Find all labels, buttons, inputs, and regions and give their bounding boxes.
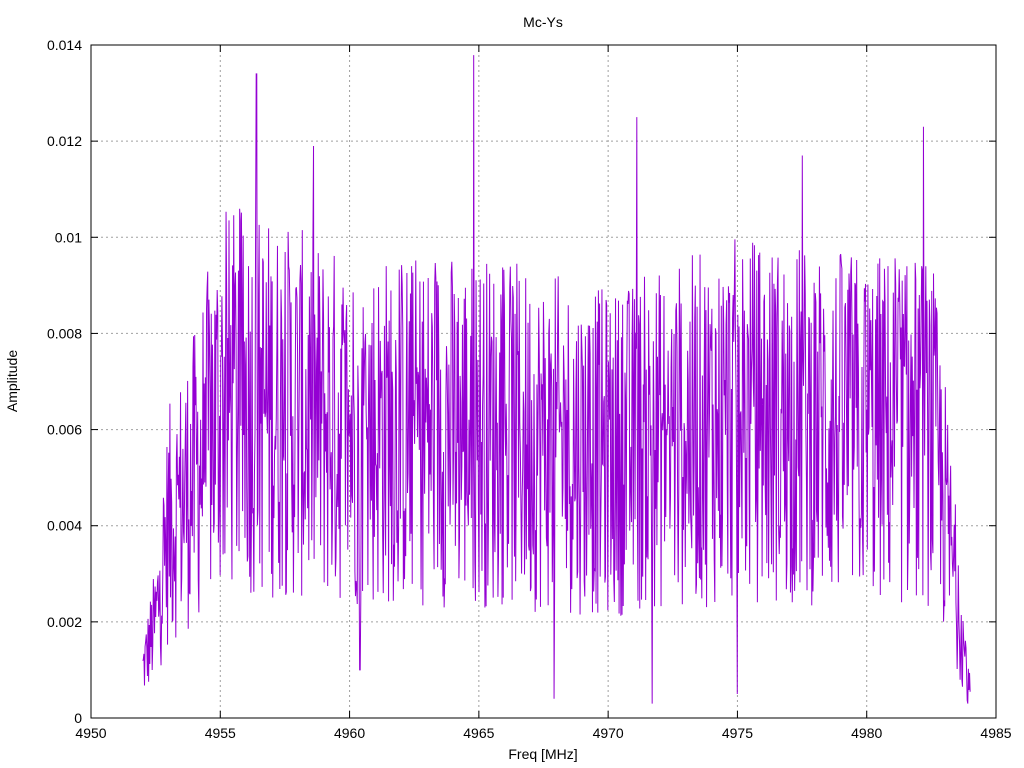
x-tick-label: 4965 <box>463 725 494 741</box>
x-tick-label: 4960 <box>334 725 365 741</box>
x-tick-label: 4950 <box>75 725 106 741</box>
y-axis-tick-labels: 0 0.002 0.004 0.006 0.008 0.01 0.012 0.014 <box>47 37 82 726</box>
x-axis-label: Freq [MHz] <box>508 746 577 762</box>
x-axis-tick-labels: 4950 4955 4960 4965 4970 4975 4980 4985 <box>75 725 1011 741</box>
y-tick-label: 0.006 <box>47 422 82 438</box>
x-tick-label: 4985 <box>980 725 1011 741</box>
x-tick-label: 4980 <box>851 725 882 741</box>
y-tick-label: 0 <box>74 710 82 726</box>
y-tick-label: 0.002 <box>47 614 82 630</box>
plot-frame <box>90 44 997 719</box>
x-tick-label: 4970 <box>593 725 624 741</box>
x-tick-label: 4975 <box>722 725 753 741</box>
y-tick-label: 0.008 <box>47 325 82 341</box>
y-tick-label: 0.012 <box>47 133 82 149</box>
series-line <box>142 55 971 704</box>
y-tick-label: 0.01 <box>55 229 82 245</box>
y-tick-label: 0.004 <box>47 518 82 534</box>
x-tick-label: 4955 <box>205 725 236 741</box>
axis-ticks <box>90 44 997 719</box>
y-tick-label: 0.014 <box>47 37 82 53</box>
chart-title: Mc-Ys <box>523 14 563 30</box>
y-axis-label: Amplitude <box>4 350 20 412</box>
